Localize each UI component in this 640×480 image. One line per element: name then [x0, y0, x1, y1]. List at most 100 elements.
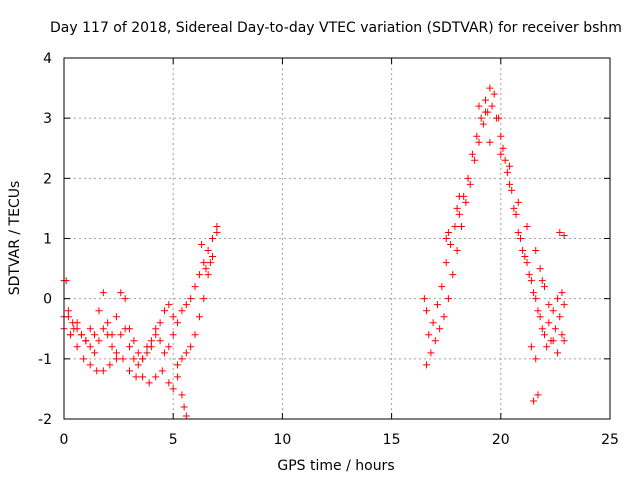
y-tick-labels: -2 -1 0 1 2 3 4	[38, 51, 52, 428]
data-point	[497, 150, 505, 158]
data-point	[514, 198, 522, 206]
data-point	[488, 102, 496, 110]
data-point	[139, 355, 147, 363]
data-point	[444, 295, 452, 303]
data-point	[523, 259, 531, 267]
data-point	[560, 301, 568, 309]
data-point	[64, 307, 72, 315]
data-point	[104, 319, 112, 327]
data-point	[482, 108, 490, 116]
data-point	[530, 397, 538, 405]
data-point	[495, 114, 503, 122]
data-point	[182, 412, 190, 420]
data-point	[165, 301, 173, 309]
data-point	[182, 349, 190, 357]
data-point	[69, 319, 77, 327]
data-points	[60, 84, 568, 420]
data-point	[464, 174, 472, 182]
data-point	[93, 367, 101, 375]
data-point	[506, 162, 514, 170]
data-point	[195, 271, 203, 279]
data-point	[510, 204, 518, 212]
data-point	[453, 204, 461, 212]
data-point	[178, 307, 186, 315]
data-point	[191, 331, 199, 339]
axis-ticks	[63, 57, 611, 420]
data-point	[442, 235, 450, 242]
data-point	[145, 379, 153, 387]
x-tick-label: 20	[492, 432, 510, 448]
data-point	[530, 289, 538, 297]
data-point	[158, 367, 166, 375]
y-axis-title: SDTVAR / TECUs	[7, 181, 23, 296]
data-point	[477, 114, 485, 122]
data-point	[104, 331, 112, 339]
data-point	[99, 367, 107, 375]
data-point	[425, 331, 433, 339]
data-point	[169, 331, 177, 339]
data-point	[73, 343, 81, 351]
data-point	[431, 337, 439, 345]
data-point	[536, 313, 544, 321]
data-point	[67, 331, 75, 339]
data-point	[543, 343, 551, 351]
data-point	[447, 241, 455, 249]
data-point	[206, 259, 214, 267]
y-tick-label: -2	[38, 412, 52, 428]
data-point	[187, 295, 195, 303]
data-point	[174, 319, 182, 327]
x-tick-label: 5	[169, 432, 178, 448]
data-point	[130, 337, 138, 345]
x-axis-title: GPS time / hours	[277, 458, 394, 474]
data-point	[549, 307, 557, 315]
data-point	[554, 349, 562, 357]
data-point	[538, 325, 546, 333]
data-point	[534, 391, 542, 399]
data-point	[558, 289, 566, 297]
data-point	[126, 343, 134, 351]
data-point	[95, 337, 103, 345]
data-point	[169, 313, 177, 321]
data-point	[152, 373, 160, 381]
data-point	[165, 379, 173, 387]
data-point	[77, 331, 85, 339]
data-point	[160, 349, 168, 357]
data-point	[160, 307, 168, 315]
data-point	[99, 289, 107, 297]
data-point	[117, 289, 125, 297]
data-point	[475, 138, 483, 146]
data-point	[204, 247, 212, 255]
data-point	[147, 343, 155, 351]
data-point	[503, 168, 511, 176]
data-point	[156, 337, 164, 345]
data-point	[174, 373, 182, 381]
data-point	[121, 325, 129, 333]
x-tick-label: 25	[601, 432, 619, 448]
data-point	[444, 228, 452, 236]
data-point	[143, 349, 151, 357]
data-point	[527, 343, 535, 351]
data-point	[198, 241, 206, 249]
data-point	[108, 343, 116, 351]
data-point	[119, 355, 127, 363]
data-point	[200, 259, 208, 267]
data-point	[165, 343, 173, 351]
data-point	[106, 361, 114, 369]
data-point	[86, 343, 94, 351]
data-point	[139, 373, 147, 381]
data-point	[202, 265, 210, 273]
data-point	[174, 361, 182, 369]
x-tick-label: 0	[60, 432, 69, 448]
data-point	[209, 253, 217, 261]
data-point	[549, 337, 557, 345]
data-point	[126, 367, 134, 375]
data-point	[121, 295, 129, 303]
chart-title: Day 117 of 2018, Sidereal Day-to-day VTE…	[50, 20, 622, 36]
data-point	[436, 325, 444, 333]
data-point	[451, 222, 459, 230]
y-tick-label: 2	[43, 171, 52, 187]
y-tick-label: 1	[43, 232, 52, 248]
data-point	[200, 295, 208, 303]
data-point	[438, 283, 446, 291]
